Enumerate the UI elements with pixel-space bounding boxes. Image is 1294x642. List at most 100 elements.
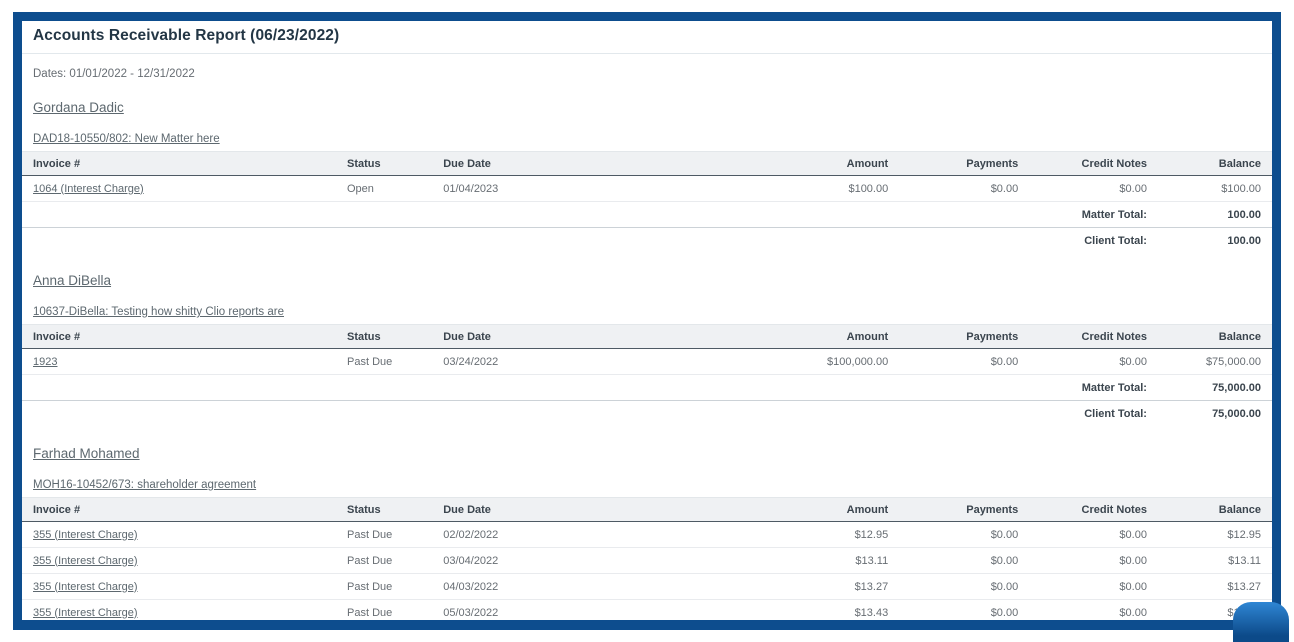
column-header-payments: Payments	[888, 324, 1019, 349]
matter-total-label: Matter Total:	[1018, 374, 1147, 401]
invoice-table: Invoice # Status Due Date Amount Payments Cre…	[22, 324, 1272, 401]
client-total-label: Client Total:	[1084, 234, 1147, 247]
column-header-balance: Balance	[1146, 324, 1272, 349]
matter-block: DAD18-10550/802: New Matter here Invoice…	[22, 117, 1272, 228]
column-header-credit-notes: Credit Notes	[1018, 497, 1147, 522]
column-header-invoice: Invoice #	[22, 497, 347, 522]
payments-cell: $0.00	[888, 547, 1019, 574]
column-header-payments: Payments	[888, 497, 1019, 522]
amount-cell: $13.27	[753, 573, 889, 600]
due-date-cell: 04/03/2022	[443, 573, 754, 600]
matter-total-label: Matter Total:	[1018, 201, 1147, 228]
report-frame-border: Accounts Receivable Report (06/23/2022) …	[13, 12, 1281, 630]
matter-total-spacer	[22, 201, 1019, 228]
column-header-invoice: Invoice #	[22, 324, 347, 349]
invoice-link[interactable]: 1923	[33, 355, 58, 368]
chat-widget-button[interactable]	[1233, 602, 1289, 642]
due-date-cell: 01/04/2023	[443, 175, 754, 202]
payments-cell: $0.00	[888, 573, 1019, 600]
invoice-table: Invoice # Status Due Date Amount Payments Cre…	[22, 497, 1272, 620]
balance-cell: $13.11	[1146, 547, 1272, 574]
client-section: Anna DiBella 10637-DiBella: Testing how …	[22, 263, 1272, 426]
balance-cell: $13.27	[1146, 573, 1272, 600]
matter-total-value: 100.00	[1146, 201, 1272, 228]
due-date-cell: 03/04/2022	[443, 547, 754, 574]
column-header-credit-notes: Credit Notes	[1018, 324, 1147, 349]
invoice-row: 355 (Interest Charge) Past Due 03/04/202…	[22, 547, 1272, 574]
column-header-status: Status	[347, 324, 444, 349]
client-total-spacer	[22, 401, 1018, 426]
client-total-row: Client Total: 75,000.00	[22, 401, 1272, 426]
column-header-due-date: Due Date	[443, 151, 754, 176]
matters-container: DAD18-10550/802: New Matter here Invoice…	[22, 117, 1272, 228]
amount-cell: $100,000.00	[753, 348, 889, 375]
table-header-row: Invoice # Status Due Date Amount Payments Cre…	[22, 324, 1272, 349]
payments-cell: $0.00	[888, 348, 1019, 375]
status-cell: Past Due	[347, 348, 444, 375]
due-date-cell: 02/02/2022	[443, 521, 754, 548]
client-total-row: Client Total: 100.00	[22, 228, 1272, 253]
column-header-status: Status	[347, 151, 444, 176]
column-header-amount: Amount	[753, 324, 889, 349]
amount-cell: $100.00	[753, 175, 889, 202]
column-header-amount: Amount	[753, 151, 889, 176]
matter-total-spacer	[22, 374, 1019, 401]
payments-cell: $0.00	[888, 599, 1019, 620]
table-header-row: Invoice # Status Due Date Amount Payments Cre…	[22, 151, 1272, 176]
invoice-row: 355 (Interest Charge) Past Due 02/02/202…	[22, 521, 1272, 548]
matter-link[interactable]: 10637-DiBella: Testing how shitty Clio r…	[33, 306, 284, 318]
matter-total-value: 75,000.00	[1146, 374, 1272, 401]
due-date-cell: 05/03/2022	[443, 599, 754, 620]
credit-notes-cell: $0.00	[1018, 599, 1147, 620]
column-header-balance: Balance	[1146, 497, 1272, 522]
column-header-amount: Amount	[753, 497, 889, 522]
client-total-value: 100.00	[1227, 234, 1261, 247]
client-section: Gordana Dadic DAD18-10550/802: New Matte…	[22, 90, 1272, 253]
invoice-row: 355 (Interest Charge) Past Due 04/03/202…	[22, 573, 1272, 600]
matter-total-row: Matter Total: 100.00	[22, 201, 1272, 228]
client-total-label: Client Total:	[1084, 407, 1147, 420]
status-cell: Past Due	[347, 521, 444, 548]
balance-cell: $100.00	[1146, 175, 1272, 202]
matters-container: 10637-DiBella: Testing how shitty Clio r…	[22, 290, 1272, 401]
matter-link[interactable]: MOH16-10452/673: shareholder agreement	[33, 479, 257, 491]
column-header-due-date: Due Date	[443, 324, 754, 349]
invoice-table: Invoice # Status Due Date Amount Payments Cre…	[22, 151, 1272, 228]
credit-notes-cell: $0.00	[1018, 175, 1147, 202]
status-cell: Past Due	[347, 573, 444, 600]
column-header-invoice: Invoice #	[22, 151, 347, 176]
matter-block: 10637-DiBella: Testing how shitty Clio r…	[22, 290, 1272, 401]
client-total-value: 75,000.00	[1212, 407, 1261, 420]
client-name-link[interactable]: Anna DiBella	[33, 273, 112, 288]
due-date-cell: 03/24/2022	[443, 348, 754, 375]
client-name-link[interactable]: Farhad Mohamed	[33, 446, 140, 461]
invoice-link[interactable]: 355 (Interest Charge)	[33, 554, 138, 567]
column-header-payments: Payments	[888, 151, 1019, 176]
client-section: Farhad Mohamed MOH16-10452/673: sharehol…	[22, 436, 1272, 620]
report-content: Accounts Receivable Report (06/23/2022) …	[22, 21, 1272, 620]
invoice-link[interactable]: 355 (Interest Charge)	[33, 606, 138, 619]
payments-cell: $0.00	[888, 521, 1019, 548]
matter-total-row: Matter Total: 75,000.00	[22, 374, 1272, 401]
matter-link[interactable]: DAD18-10550/802: New Matter here	[33, 133, 220, 145]
credit-notes-cell: $0.00	[1018, 348, 1147, 375]
client-total-table: Client Total: 100.00	[22, 228, 1272, 253]
column-header-credit-notes: Credit Notes	[1018, 151, 1147, 176]
amount-cell: $13.11	[753, 547, 889, 574]
client-total-table: Client Total: 75,000.00	[22, 401, 1272, 426]
client-name-link[interactable]: Gordana Dadic	[33, 100, 124, 115]
status-cell: Open	[347, 175, 444, 202]
page-title: Accounts Receivable Report (06/23/2022)	[33, 27, 340, 44]
invoice-link[interactable]: 355 (Interest Charge)	[33, 528, 138, 541]
invoice-link[interactable]: 355 (Interest Charge)	[33, 580, 138, 593]
matters-container: MOH16-10452/673: shareholder agreement I…	[22, 463, 1272, 620]
client-total-spacer	[22, 228, 1018, 253]
table-header-row: Invoice # Status Due Date Amount Payments Cre…	[22, 497, 1272, 522]
balance-cell: $75,000.00	[1146, 348, 1272, 375]
payments-cell: $0.00	[888, 175, 1019, 202]
invoice-row: 1064 (Interest Charge) Open 01/04/2023 $…	[22, 175, 1272, 202]
status-cell: Past Due	[347, 599, 444, 620]
title-divider	[22, 53, 1272, 54]
invoice-link[interactable]: 1064 (Interest Charge)	[33, 182, 144, 195]
